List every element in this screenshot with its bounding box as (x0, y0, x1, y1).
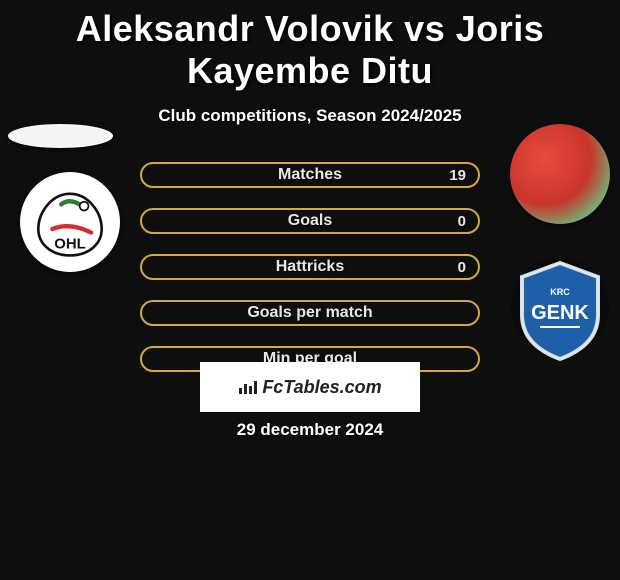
ohl-logo-icon: OHL (26, 178, 114, 266)
avatar-player-left (8, 124, 113, 148)
stat-bars-container: Matches 19 Goals 0 Hattricks 0 Goals per… (140, 162, 480, 372)
date-label: 29 december 2024 (0, 420, 620, 440)
stat-label: Goals per match (247, 304, 372, 322)
stat-right-value: 0 (458, 213, 466, 230)
stat-bar-goals-per-match: Goals per match (140, 300, 480, 326)
genk-badge-subtext: KRC (550, 287, 570, 297)
bar-chart-icon (238, 379, 258, 395)
avatar-player-right (510, 124, 610, 224)
stat-label: Hattricks (276, 258, 344, 276)
stat-bar-hattricks: Hattricks 0 (140, 254, 480, 280)
stat-bar-matches: Matches 19 (140, 162, 480, 188)
page-title: Aleksandr Volovik vs Joris Kayembe Ditu (0, 0, 620, 92)
ohl-badge-text: OHL (54, 235, 86, 252)
badge-team-right: KRC GENK (510, 260, 610, 360)
badge-team-left: OHL (20, 172, 120, 272)
fctables-label: FcTables.com (262, 377, 381, 398)
genk-logo-icon: KRC GENK (510, 255, 610, 365)
stat-label: Matches (278, 166, 342, 184)
genk-badge-text: GENK (531, 302, 589, 324)
stat-label: Goals (288, 212, 332, 230)
stat-right-value: 0 (458, 259, 466, 276)
stat-right-value: 19 (449, 167, 466, 184)
subtitle: Club competitions, Season 2024/2025 (0, 106, 620, 126)
stat-bar-goals: Goals 0 (140, 208, 480, 234)
fctables-watermark: FcTables.com (200, 362, 420, 412)
